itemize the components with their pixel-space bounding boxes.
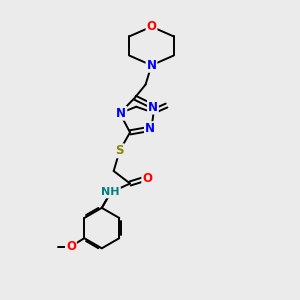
Text: O: O xyxy=(66,240,76,253)
Text: N: N xyxy=(148,101,158,114)
Text: O: O xyxy=(142,172,152,185)
Text: NH: NH xyxy=(101,188,120,197)
Text: S: S xyxy=(116,144,124,157)
Text: O: O xyxy=(146,20,157,33)
Text: N: N xyxy=(145,122,155,135)
Text: N: N xyxy=(146,59,157,72)
Text: N: N xyxy=(116,107,126,120)
